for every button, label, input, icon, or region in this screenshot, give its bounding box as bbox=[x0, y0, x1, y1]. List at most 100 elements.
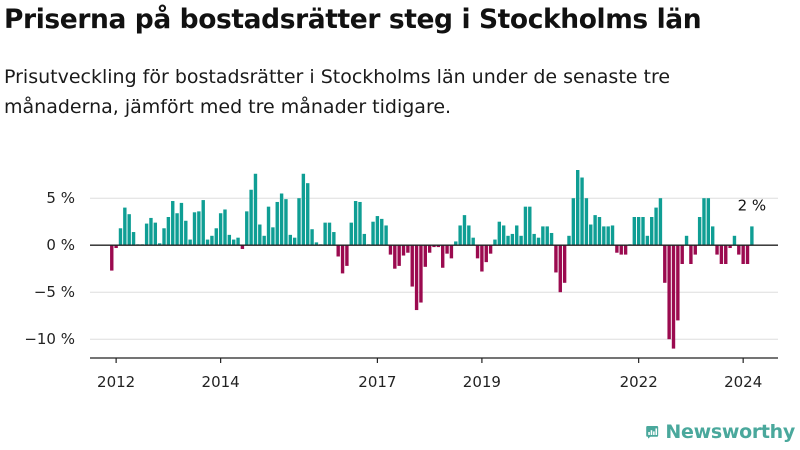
bar bbox=[262, 235, 266, 246]
bar bbox=[671, 245, 676, 349]
bar bbox=[393, 245, 397, 269]
bar bbox=[188, 239, 192, 246]
bar bbox=[667, 245, 671, 340]
bar bbox=[658, 198, 663, 246]
bar bbox=[118, 228, 123, 246]
bar bbox=[227, 234, 232, 246]
bar bbox=[441, 245, 445, 268]
bar bbox=[397, 245, 401, 266]
bar bbox=[388, 245, 393, 255]
bar bbox=[654, 207, 658, 246]
y-tick-label: −5 % bbox=[34, 283, 75, 301]
bar bbox=[371, 221, 375, 246]
bar bbox=[493, 239, 497, 246]
bar bbox=[123, 207, 127, 246]
bar bbox=[510, 233, 515, 246]
bar bbox=[724, 245, 728, 264]
bar bbox=[240, 245, 245, 249]
bar bbox=[576, 170, 580, 246]
bar bbox=[732, 235, 737, 246]
bar bbox=[519, 235, 523, 246]
bar bbox=[619, 245, 623, 255]
bar bbox=[710, 226, 715, 246]
bar bbox=[567, 235, 571, 246]
newsworthy-logo-icon bbox=[646, 426, 659, 439]
bar bbox=[149, 217, 153, 246]
bar bbox=[166, 217, 171, 246]
bar bbox=[306, 183, 310, 246]
bar bbox=[480, 245, 484, 272]
bar bbox=[706, 198, 711, 246]
bar bbox=[380, 218, 384, 246]
bar bbox=[171, 201, 175, 246]
bar bbox=[157, 243, 162, 246]
bar bbox=[218, 213, 223, 246]
bar bbox=[162, 228, 166, 246]
bar bbox=[279, 193, 284, 246]
bar bbox=[127, 214, 131, 246]
x-tick-label: 2017 bbox=[358, 373, 396, 391]
bar bbox=[197, 211, 201, 246]
bar bbox=[728, 245, 732, 249]
bar bbox=[597, 217, 602, 246]
bar bbox=[541, 226, 545, 246]
bar bbox=[131, 232, 136, 246]
bar bbox=[423, 245, 427, 267]
bar bbox=[484, 245, 488, 263]
bar bbox=[641, 217, 645, 246]
y-tick-label: −10 % bbox=[24, 330, 75, 348]
bar bbox=[288, 234, 293, 246]
bar bbox=[236, 237, 240, 246]
bar bbox=[271, 227, 275, 246]
bar bbox=[689, 245, 693, 264]
bar bbox=[310, 229, 314, 246]
bar bbox=[358, 201, 362, 246]
bar bbox=[475, 245, 480, 259]
bar bbox=[327, 222, 332, 246]
chart-title: Priserna på bostadsrätter steg i Stockho… bbox=[4, 4, 702, 35]
bar bbox=[384, 225, 388, 246]
bar bbox=[606, 226, 610, 246]
x-tick-label: 2024 bbox=[724, 373, 762, 391]
bar bbox=[645, 235, 650, 246]
bar bbox=[323, 222, 327, 246]
bar bbox=[549, 232, 554, 246]
bar bbox=[680, 245, 684, 264]
bar bbox=[284, 199, 288, 246]
bar bbox=[584, 198, 589, 246]
bar bbox=[589, 224, 593, 246]
bar bbox=[427, 245, 432, 253]
bar bbox=[449, 245, 454, 259]
bar bbox=[205, 239, 210, 246]
bar bbox=[153, 222, 158, 246]
bar bbox=[245, 211, 249, 246]
bar bbox=[501, 225, 506, 246]
bar bbox=[232, 239, 236, 246]
bar bbox=[745, 245, 750, 264]
bar bbox=[114, 245, 118, 249]
bar bbox=[275, 201, 279, 246]
bar bbox=[650, 217, 654, 246]
bar bbox=[175, 213, 179, 246]
bar bbox=[497, 221, 502, 246]
bar bbox=[636, 217, 641, 246]
bar bbox=[110, 245, 114, 271]
bar bbox=[558, 245, 562, 293]
bar bbox=[737, 245, 741, 255]
brand-name: Newsworthy bbox=[665, 421, 795, 443]
bar bbox=[532, 233, 536, 246]
bar bbox=[336, 245, 340, 257]
newsworthy-logo: Newsworthy bbox=[645, 418, 795, 446]
bar bbox=[471, 237, 475, 246]
bar bbox=[458, 225, 462, 246]
bar bbox=[249, 189, 253, 246]
bar bbox=[419, 245, 423, 303]
x-tick-label: 2022 bbox=[620, 373, 658, 391]
bar bbox=[467, 225, 471, 246]
bar bbox=[663, 245, 667, 283]
bar bbox=[375, 216, 380, 246]
bar bbox=[410, 245, 414, 287]
bar bbox=[741, 245, 745, 264]
bar bbox=[702, 198, 706, 246]
